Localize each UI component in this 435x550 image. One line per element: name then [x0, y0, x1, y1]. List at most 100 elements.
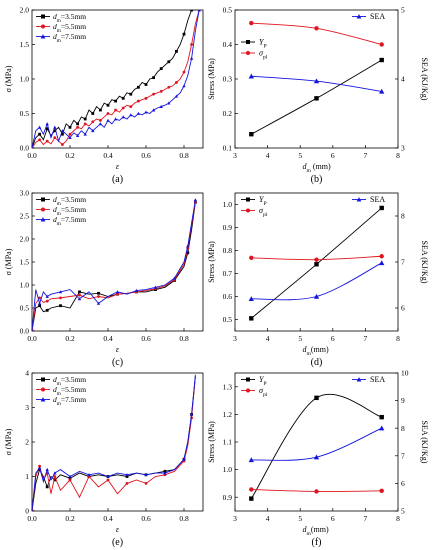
data-point — [144, 96, 148, 100]
series-dm=7.5mm — [32, 10, 201, 148]
legend-label-sub: m — [57, 401, 61, 407]
legend-label: dm=5.5mm — [53, 205, 86, 217]
data-point — [193, 198, 198, 202]
y-tick-label: 4 — [25, 369, 29, 378]
data-point — [91, 112, 95, 115]
legend-marker — [41, 24, 45, 29]
x-tick-label: 8 — [396, 151, 400, 160]
legend-label-main: Y — [259, 38, 265, 47]
legend-label-main: σ — [259, 206, 264, 215]
series-SEA — [248, 73, 385, 94]
y-axis-label: Stress (MPa) — [207, 58, 216, 100]
legend-marker — [40, 34, 46, 39]
data-point — [313, 293, 320, 299]
x-axis-label: dm(mm) — [303, 525, 329, 537]
data-point — [182, 70, 186, 74]
data-point — [152, 76, 155, 80]
legend-label-sub: pl — [263, 392, 268, 398]
data-point — [32, 329, 33, 331]
y-tick-label: 1.0 — [20, 281, 30, 290]
x-tick-label: 0.6 — [141, 514, 151, 523]
x-tick-label: 5 — [298, 514, 302, 523]
x-tick-label: 0.4 — [103, 151, 113, 160]
data-point — [45, 139, 49, 143]
legend-label: dm=7.5mm — [53, 215, 86, 227]
data-point — [106, 478, 110, 482]
legend-label-sub: pl — [263, 55, 268, 61]
data-point — [314, 262, 319, 267]
legend-marker — [246, 51, 250, 55]
x-tick-label: 0.8 — [179, 514, 189, 523]
data-point — [314, 96, 319, 101]
data-point — [144, 110, 148, 114]
data-point — [249, 255, 254, 261]
x-tick-label: 0.0 — [27, 151, 37, 160]
data-point — [53, 125, 57, 129]
x-tick-label: 5 — [298, 334, 302, 343]
data-point — [189, 56, 194, 60]
series-σpl — [249, 487, 384, 494]
data-point — [37, 301, 42, 305]
panel-d: 3 4 5 6 7 8 0.5 0.6 0.7 0.8 0.9 1.0 6 7 8 dm(mm) Stress … — [207, 192, 429, 368]
panel-caption: (c) — [112, 357, 123, 368]
data-point — [99, 119, 102, 122]
legend-label-main: d — [53, 385, 57, 394]
y-tick-label: 1.2 — [223, 410, 233, 419]
y-tick-label: 1.1 — [223, 438, 233, 447]
y-tick-label: 1.0 — [223, 465, 233, 474]
y-tick-label: 0.7 — [223, 269, 233, 278]
data-point — [68, 125, 72, 129]
legend-label-main: d — [53, 12, 57, 21]
data-point — [182, 32, 186, 36]
data-point — [38, 468, 41, 471]
series-σpl — [249, 254, 384, 262]
data-point — [99, 108, 102, 112]
data-point — [60, 129, 65, 133]
series-line — [250, 393, 382, 499]
y2-axis-label: SEA (KJ/Kg) — [420, 241, 429, 284]
data-point — [68, 132, 72, 136]
x-tick-label: 0.8 — [179, 334, 189, 343]
data-point — [78, 290, 81, 294]
data-point — [98, 122, 103, 126]
x-axis-label: ε — [116, 525, 120, 534]
legend-label-main: d — [53, 375, 57, 384]
data-point — [189, 412, 194, 416]
x-axis-label: dm(mm) — [303, 345, 329, 357]
x-tick-label: 6 — [331, 514, 335, 523]
data-point — [167, 101, 171, 105]
data-point — [379, 42, 384, 47]
data-point — [38, 296, 41, 300]
legend-label-rest: =3.5mm — [61, 375, 86, 384]
x-tick-label: 0.8 — [179, 151, 189, 160]
x-tick-label: 0.0 — [27, 514, 37, 523]
legend-marker — [246, 208, 250, 213]
data-point — [248, 457, 254, 463]
legend-label: σpl — [259, 386, 268, 398]
data-point — [249, 487, 254, 492]
data-point — [190, 10, 193, 12]
panel-caption: (b) — [311, 174, 323, 185]
data-point — [159, 104, 163, 108]
data-point — [249, 316, 254, 321]
series-dm=5.5mm — [32, 10, 201, 148]
data-point — [68, 476, 72, 480]
data-point — [248, 73, 254, 79]
data-point — [59, 296, 62, 300]
legend-marker — [41, 377, 45, 382]
data-point — [136, 111, 141, 115]
legend-label-main: Y — [259, 375, 265, 384]
x-tick-label: 7 — [364, 514, 368, 523]
legend-label: dm=5.5mm — [53, 385, 86, 397]
legend-label-main: Y — [259, 195, 265, 204]
legend-label-sub: m — [57, 211, 61, 217]
legend-label-sub: m — [57, 391, 61, 397]
y-tick-label: 0.0 — [20, 327, 30, 336]
y2-tick-label: 5 — [401, 6, 405, 15]
data-point — [113, 117, 118, 121]
panel-f: 3 4 5 6 7 8 0.9 1.0 1.1 1.2 1.3 5 6 7 8 9 10 dm(mm) Stress… — [207, 369, 429, 548]
data-point — [83, 132, 87, 136]
data-point — [182, 457, 186, 461]
legend-marker — [356, 197, 362, 202]
legend-label-main: d — [53, 205, 57, 214]
